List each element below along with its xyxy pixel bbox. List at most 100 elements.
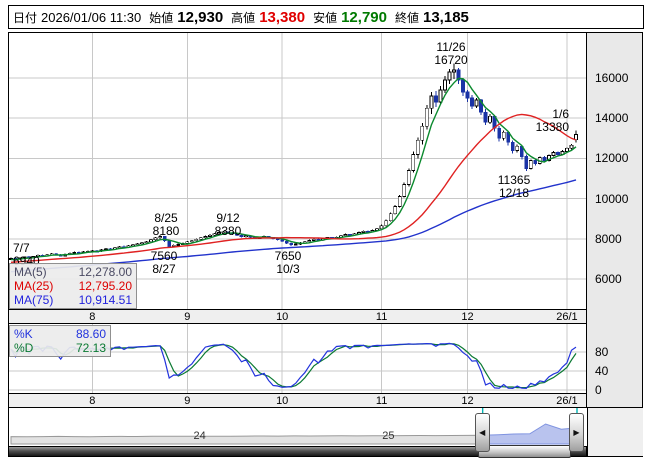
month-axis-bottom: 8 9 10 11 12 26/1 <box>8 393 587 408</box>
price-chart: MA(5) 12,278.00 MA(25) 12,795.20 MA(75) … <box>8 32 587 310</box>
month-label: 12 <box>461 395 474 407</box>
nav-year-label: 25 <box>382 430 395 442</box>
low-label: 安値 <box>313 10 338 25</box>
ma25-value: 12,795.20 <box>78 279 132 293</box>
nav-scrollbar-track[interactable] <box>8 446 587 457</box>
up-candle <box>415 139 420 155</box>
d-value: 72.13 <box>75 341 106 355</box>
up-candle <box>185 241 190 244</box>
up-candle <box>158 235 163 239</box>
up-candle <box>443 79 447 91</box>
up-candle <box>546 154 551 161</box>
up-candle <box>424 107 429 127</box>
month-label: 10 <box>276 395 289 407</box>
up-candle <box>429 95 434 109</box>
ma25-legend-row: MA(25) 12,795.20 <box>14 279 132 293</box>
nav-left-handle[interactable]: ◀ <box>474 413 490 452</box>
nav-area-chart <box>10 408 578 456</box>
up-candle <box>474 99 479 107</box>
up-candle <box>406 170 411 185</box>
up-candle <box>307 240 312 243</box>
up-candle <box>189 240 194 243</box>
up-candle <box>501 131 506 139</box>
up-candle <box>149 239 154 243</box>
annotation: 9/12 8380 <box>214 211 242 238</box>
up-candle <box>515 145 520 151</box>
up-candle <box>311 238 316 241</box>
up-candle <box>565 147 569 152</box>
down-candle <box>461 79 465 93</box>
price-axis-label: 6000 <box>595 272 622 286</box>
stochastic-panel: %K 88.60 %D 72.13 <box>8 323 587 394</box>
price-axis-label: 8000 <box>595 231 622 246</box>
ma5-value: 12,278.00 <box>78 265 132 279</box>
up-candle <box>388 213 393 222</box>
k-value: 88.60 <box>75 327 106 341</box>
down-candle <box>167 240 172 247</box>
up-candle <box>393 206 398 215</box>
up-candle <box>221 231 226 234</box>
month-label: 10 <box>276 311 289 323</box>
date-value: 2026/01/06 11:30 <box>41 9 142 25</box>
annotation: 1/6 13380 <box>535 107 569 134</box>
up-candle <box>153 237 158 241</box>
ma25-label: MA(25) <box>14 279 54 293</box>
up-candle <box>452 69 456 73</box>
month-label: 8 <box>89 395 96 407</box>
up-candle <box>447 71 452 81</box>
up-candle <box>379 225 384 230</box>
stochastic-canvas <box>9 324 586 393</box>
month-label: 8 <box>89 311 96 323</box>
k-label: %K <box>14 327 33 341</box>
month-axis-top: 8 9 10 11 12 26/1 <box>8 309 587 324</box>
up-candle <box>551 151 556 156</box>
up-candle <box>198 237 203 240</box>
up-candle <box>488 115 493 123</box>
down-candle <box>542 156 547 161</box>
high-label: 高値 <box>231 10 256 25</box>
up-candle <box>420 125 425 141</box>
nav-scrollbar-thumb[interactable] <box>478 445 571 458</box>
stoch-axis-label: 80 <box>595 345 609 359</box>
down-candle <box>510 141 515 151</box>
month-label: 9 <box>184 395 191 407</box>
up-candle <box>343 233 348 237</box>
up-candle <box>402 184 407 197</box>
up-candle <box>194 238 199 242</box>
ma75-label: MA(75) <box>14 293 54 307</box>
open-label: 始値 <box>149 10 174 25</box>
down-candle <box>348 233 352 236</box>
right-arrow-icon: ▶ <box>573 428 580 437</box>
up-candle <box>293 243 298 246</box>
annotation: 11/26 16720 <box>434 40 468 67</box>
up-candle <box>72 252 77 254</box>
close-label: 終値 <box>394 10 419 25</box>
ma75-legend-row: MA(75) 10,914.51 <box>14 293 132 307</box>
down-candle <box>366 230 370 233</box>
up-candle <box>140 242 144 245</box>
low-value: 12,790 <box>341 8 387 26</box>
up-candle <box>569 144 574 149</box>
close-value: 13,185 <box>423 8 469 26</box>
stochastic-legend: %K 88.60 %D 72.13 <box>9 325 111 357</box>
nav-history-area <box>10 434 484 445</box>
d-legend-row: %D 72.13 <box>14 341 106 355</box>
down-candle <box>275 238 280 241</box>
up-candle <box>361 230 366 233</box>
ma5-label: MA(5) <box>14 265 47 279</box>
up-candle <box>244 235 248 238</box>
down-candle <box>470 97 474 107</box>
annotation: 7560 8/27 <box>150 249 178 276</box>
k-legend-row: %K 88.60 <box>14 327 106 341</box>
open-value: 12,930 <box>177 8 224 26</box>
nav-right-handle[interactable]: ▶ <box>569 413 584 452</box>
month-label: 11 <box>375 395 388 407</box>
up-candle <box>144 241 149 244</box>
down-candle <box>280 239 285 242</box>
down-candle <box>497 127 502 139</box>
nav-year-label: 24 <box>193 430 206 442</box>
annotation: 11365 12/18 <box>497 173 531 200</box>
month-label: 11 <box>375 311 388 323</box>
month-label: 26/1 <box>556 311 578 323</box>
date-label: 日付 <box>13 10 38 25</box>
